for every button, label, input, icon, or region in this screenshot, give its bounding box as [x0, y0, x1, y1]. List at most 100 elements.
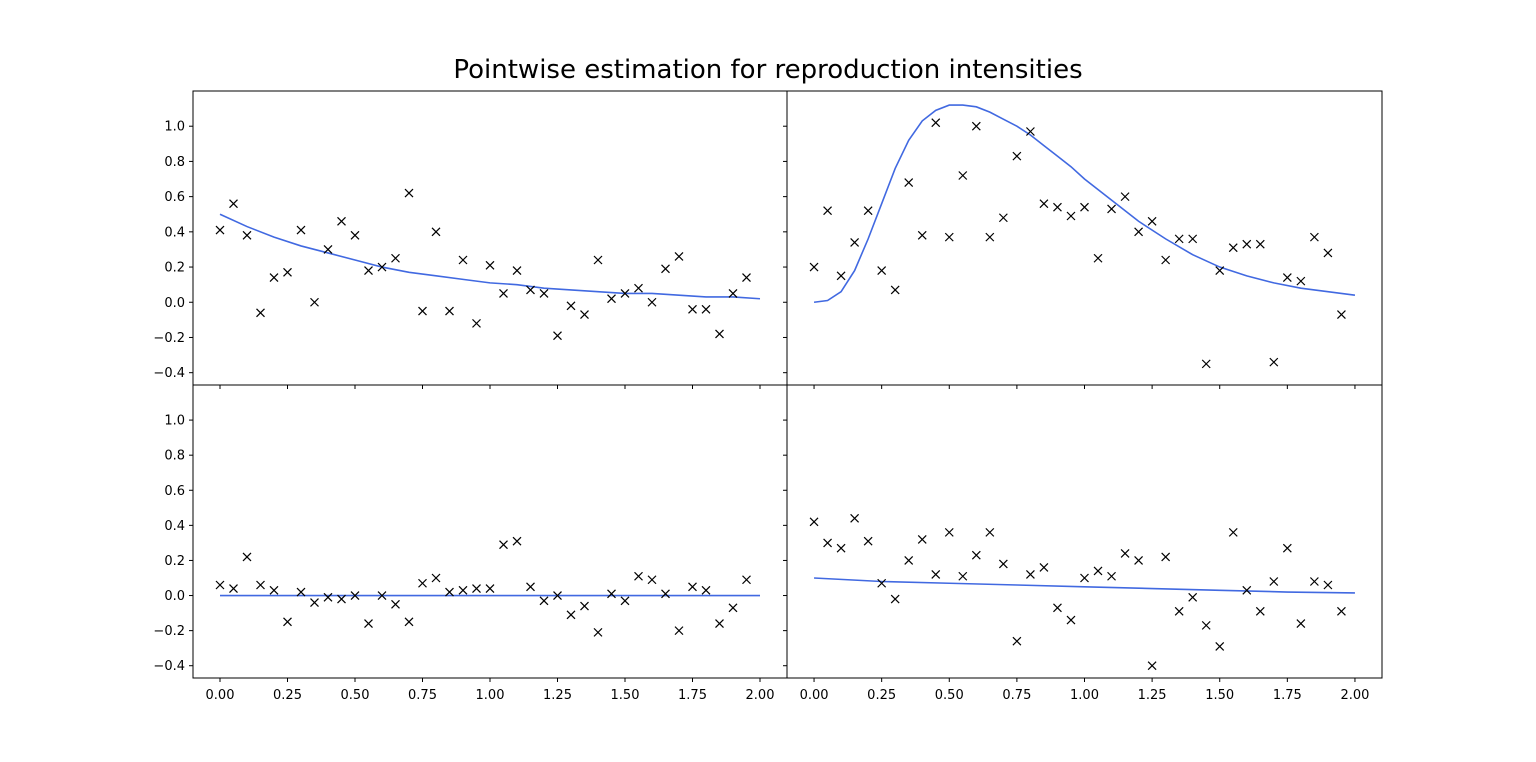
data-point-stroke: [1323, 248, 1333, 258]
data-point-stroke: [1134, 556, 1144, 565]
data-point-stroke: [458, 585, 468, 595]
data-point-stroke: [566, 301, 576, 311]
data-point-stroke: [1215, 266, 1225, 275]
data-point: [391, 253, 400, 263]
data-point: [256, 308, 265, 318]
data-point-stroke: [1080, 202, 1089, 212]
data-point: [647, 575, 657, 585]
data-point: [1039, 199, 1049, 209]
data-point: [877, 266, 887, 275]
data-point: [431, 227, 441, 237]
data-point-stroke: [1120, 549, 1130, 558]
data-point: [364, 619, 373, 629]
y-tick-label: 0.6: [164, 484, 185, 499]
data-point-stroke: [985, 527, 995, 537]
data-point-stroke: [512, 536, 522, 546]
data-point-stroke: [958, 171, 968, 180]
data-point-stroke: [418, 306, 427, 316]
data-point: [1337, 310, 1346, 320]
data-point: [1201, 359, 1211, 369]
data-point: [472, 318, 481, 328]
x-tick-label: 0.75: [408, 688, 437, 703]
data-point: [215, 225, 225, 235]
data-point: [809, 517, 819, 527]
data-point-stroke: [337, 594, 346, 604]
data-point-stroke: [998, 559, 1008, 569]
x-tick-label: 1.75: [678, 688, 707, 703]
data-point-stroke: [715, 329, 724, 339]
y-tick-label: 1.0: [164, 120, 185, 135]
data-point: [728, 603, 738, 613]
data-point: [647, 297, 657, 307]
data-point-stroke: [971, 121, 981, 131]
data-point-stroke: [917, 230, 927, 240]
data-point: [742, 273, 751, 283]
data-point: [607, 294, 616, 304]
data-point-stroke: [499, 289, 508, 298]
data-point-stroke: [1025, 570, 1035, 579]
data-point: [418, 578, 427, 588]
data-point-stroke: [1174, 606, 1184, 616]
x-tick-label: 0.25: [867, 688, 896, 703]
x-tick-label: 0.50: [935, 688, 964, 703]
data-point: [1025, 127, 1035, 136]
data-point-stroke: [364, 619, 373, 629]
data-point-stroke: [296, 587, 306, 597]
data-point: [323, 592, 333, 602]
data-point-stroke: [458, 255, 468, 265]
data-point-stroke: [296, 225, 306, 235]
x-tick-label: 0.25: [273, 688, 302, 703]
data-point-stroke: [850, 237, 860, 247]
data-point: [944, 527, 954, 537]
data-point-stroke: [890, 594, 900, 604]
data-point-stroke: [485, 584, 495, 593]
data-point: [580, 601, 589, 611]
data-point: [377, 262, 387, 272]
data-point: [350, 591, 360, 600]
data-point: [539, 289, 549, 298]
data-point: [1107, 571, 1116, 581]
data-point: [1066, 211, 1076, 221]
panel-frame: [192, 90, 788, 386]
panel-frame: [786, 90, 1383, 386]
data-point: [229, 199, 238, 209]
data-point: [742, 575, 751, 585]
data-point: [553, 331, 562, 341]
data-point-stroke: [985, 232, 995, 242]
chart-title: Pointwise estimation for reproduction in…: [453, 55, 1083, 85]
data-point: [1093, 253, 1103, 263]
y-tick-label: −0.4: [153, 366, 185, 381]
data-point: [1107, 204, 1116, 214]
data-point: [593, 627, 603, 637]
data-point: [958, 171, 968, 180]
data-point: [890, 594, 900, 604]
data-point: [1161, 552, 1171, 562]
data-point: [337, 216, 346, 226]
data-point-stroke: [1066, 211, 1076, 221]
data-point-stroke: [377, 591, 387, 600]
data-point-stroke: [620, 596, 630, 606]
data-point: [539, 596, 549, 606]
data-point: [1215, 641, 1225, 651]
data-point-stroke: [971, 550, 981, 560]
y-tick-label: 1.0: [164, 414, 185, 429]
data-point: [809, 262, 819, 272]
data-point: [1282, 273, 1292, 283]
data-point-stroke: [553, 591, 562, 600]
data-point: [971, 121, 981, 131]
data-point-stroke: [1080, 573, 1089, 583]
panel-top-right: [783, 90, 1383, 389]
y-tick-label: 0.8: [164, 155, 185, 170]
data-point: [310, 598, 319, 607]
data-point-stroke: [377, 262, 387, 272]
data-point: [418, 306, 427, 316]
y-tick-label: −0.4: [153, 659, 185, 674]
data-point: [1201, 620, 1211, 630]
y-tick-label: 0.0: [164, 296, 185, 311]
x-tick-label: 0.00: [800, 688, 829, 703]
data-point: [728, 289, 738, 298]
data-point-stroke: [310, 598, 319, 607]
data-point-stroke: [539, 596, 549, 606]
data-point-stroke: [1201, 620, 1211, 630]
data-point-stroke: [1161, 552, 1171, 562]
